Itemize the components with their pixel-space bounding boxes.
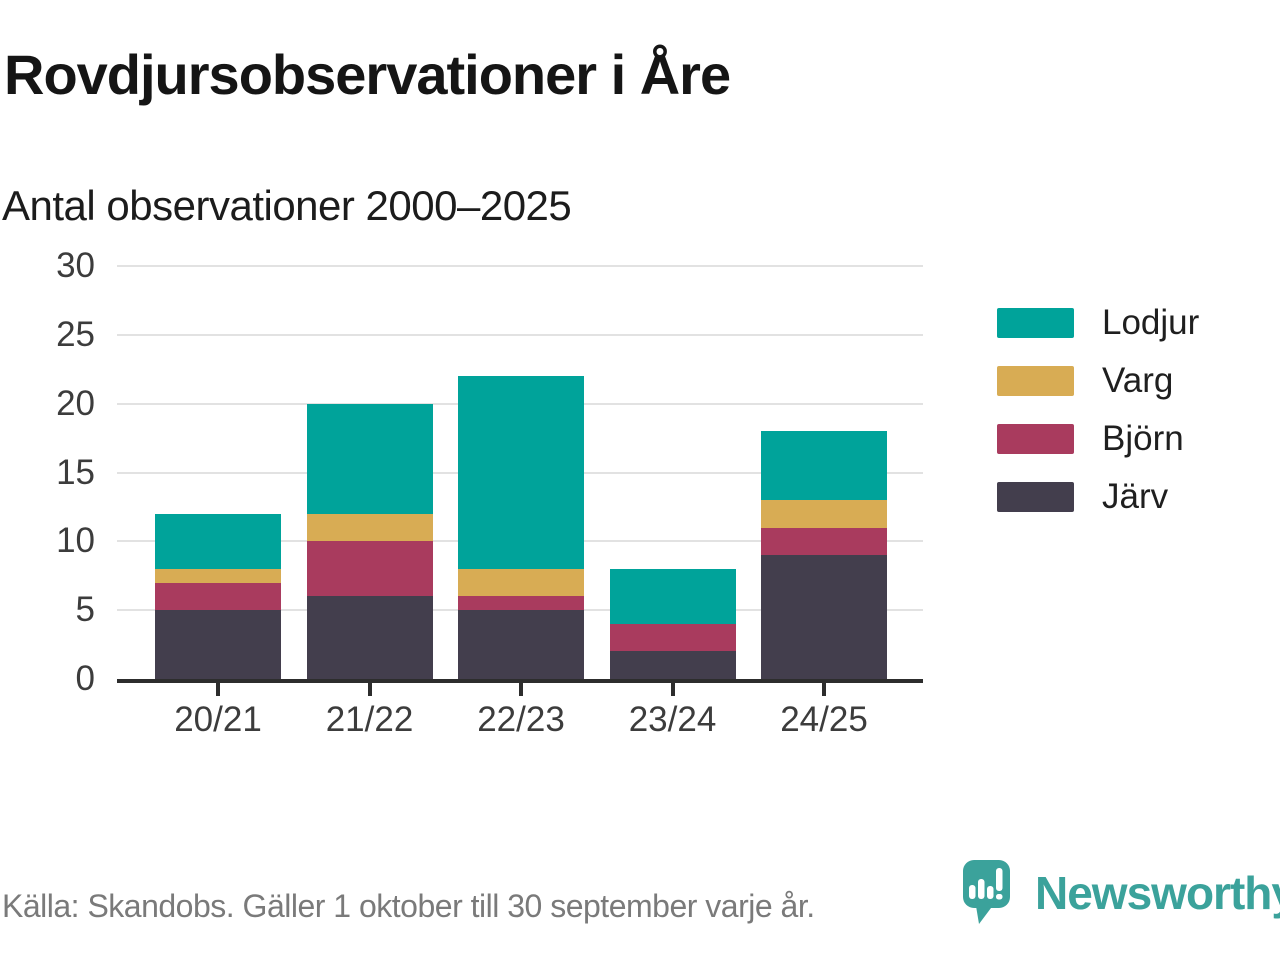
legend-row-Varg: Varg — [997, 361, 1199, 400]
bar-segment-Lodjur-22/23 — [458, 376, 584, 569]
y-tick-label-10: 10 — [56, 521, 95, 561]
bar-21/22 — [306, 266, 433, 679]
brand-name: Newsworthy — [1035, 867, 1280, 919]
bar-segment-Björn-22/23 — [458, 596, 584, 610]
bar-segment-Lodjur-23/24 — [609, 569, 736, 624]
bar-segment-Lodjur-20/21 — [155, 514, 281, 569]
y-tick-label-15: 15 — [56, 452, 95, 492]
y-tick-label-25: 25 — [56, 314, 95, 354]
x-tick-21/22 — [367, 683, 372, 696]
x-tick-label-21/22: 21/22 — [325, 700, 414, 739]
bar-segment-Varg-20/21 — [155, 569, 281, 583]
bar-segment-Järv-21/22 — [306, 596, 433, 679]
legend: Lodjur Varg Björn Järv — [997, 303, 1200, 540]
y-tick-label-20: 20 — [56, 383, 95, 423]
bar-24/25 — [761, 266, 887, 679]
bar-segment-Björn-21/22 — [306, 541, 433, 596]
bar-segment-Björn-24/25 — [761, 528, 887, 555]
bar-segment-Björn-20/21 — [155, 583, 281, 610]
brand-logo: Newsworthy — [963, 860, 1280, 928]
bar-segment-Varg-24/25 — [761, 500, 887, 528]
legend-row-Lodjur: Lodjur — [997, 303, 1200, 342]
x-axis-line — [117, 679, 923, 683]
bar-segment-Järv-24/25 — [761, 555, 887, 679]
gridline-25 — [117, 333, 923, 336]
legend-swatch-Lodjur — [997, 308, 1074, 338]
bar-segment-Varg-21/22 — [306, 514, 433, 541]
bar-segment-Björn-23/24 — [609, 624, 736, 651]
plot-area — [117, 265, 923, 679]
y-tick-label-5: 5 — [75, 590, 95, 630]
y-tick-label-30: 30 — [56, 246, 95, 285]
speech-bubble-bar-chart-icon — [963, 860, 1010, 924]
x-axis-ticks — [117, 683, 923, 696]
bar-segment-Lodjur-24/25 — [761, 431, 887, 500]
bar-segment-Varg-22/23 — [458, 569, 584, 596]
bar-23/24 — [609, 266, 736, 679]
x-tick-22/23 — [519, 683, 523, 696]
bar-segment-Järv-20/21 — [155, 610, 281, 679]
legend-swatch-Varg — [997, 366, 1074, 396]
bar-segment-Järv-23/24 — [609, 651, 736, 679]
x-tick-label-24/25: 24/25 — [780, 700, 868, 739]
x-tick-label-22/23: 22/23 — [477, 700, 565, 739]
chart-subtitle: Antal observationer 2000–2025 — [2, 182, 572, 229]
source-note: Källa: Skandobs. Gäller 1 oktober till 3… — [2, 888, 815, 924]
bar-segment-Järv-22/23 — [458, 610, 584, 679]
legend-label-Lodjur: Lodjur — [1102, 303, 1200, 342]
legend-label-Björn: Björn — [1102, 419, 1184, 458]
x-axis-labels: 20/21 21/22 22/23 23/24 24/25 — [117, 700, 923, 746]
y-tick-label-0: 0 — [75, 659, 95, 698]
legend-row-Björn: Björn — [997, 419, 1199, 458]
legend-label-Varg: Varg — [1102, 361, 1174, 400]
x-tick-23/24 — [670, 683, 675, 696]
legend-swatch-Björn — [997, 424, 1074, 454]
x-tick-20/21 — [216, 683, 220, 696]
y-axis-labels: 0 5 10 15 20 25 30 — [0, 246, 95, 698]
legend-swatch-Järv — [997, 482, 1074, 512]
x-tick-label-23/24: 23/24 — [628, 700, 717, 739]
legend-label-Järv: Järv — [1102, 477, 1169, 516]
x-tick-24/25 — [822, 683, 826, 696]
x-tick-label-20/21: 20/21 — [174, 700, 262, 739]
gridline-30 — [117, 265, 923, 267]
bar-segment-Lodjur-21/22 — [306, 404, 433, 514]
bar-20/21 — [155, 266, 281, 679]
legend-row-Järv: Järv — [997, 477, 1199, 516]
page-title: Rovdjursobservationer i Åre — [4, 43, 731, 106]
bar-22/23 — [458, 266, 584, 679]
